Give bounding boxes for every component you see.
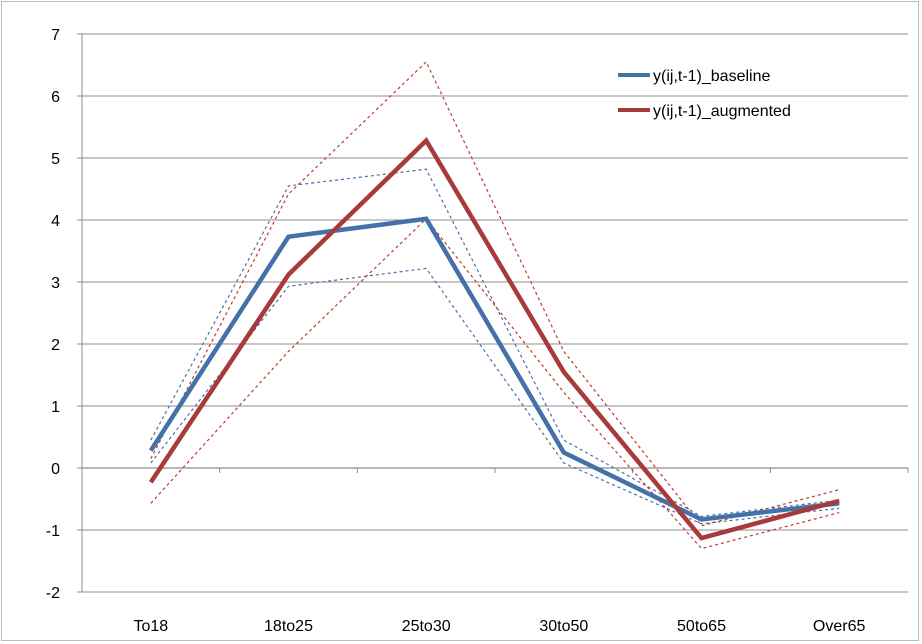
y-tick-label: 5	[51, 151, 60, 168]
y-tick-label: 4	[51, 213, 60, 230]
y-tick-labels: -2 -1 0 1 2 3 4 5 6 7	[46, 27, 60, 602]
gridlines	[82, 33, 908, 593]
x-tick-label: To18	[133, 618, 168, 635]
confidence-band-line	[150, 168, 840, 518]
y-tick-label: 0	[51, 461, 60, 478]
y-tick-label: -2	[46, 585, 60, 602]
series-line-baseline	[148, 216, 840, 522]
x-tick-label: Over65	[813, 618, 866, 635]
y-tick-label: 3	[51, 275, 60, 292]
series-line-augmented	[148, 136, 840, 541]
y-tick-label: 6	[51, 89, 60, 106]
y-tick-label: -1	[46, 523, 60, 540]
series-lines	[148, 60, 840, 550]
legend-label-baseline: y(ij,t-1)_baseline	[653, 68, 770, 85]
confidence-band-line	[150, 217, 840, 550]
confidence-band-line	[150, 267, 840, 525]
axes	[77, 33, 909, 593]
y-tick-label: 7	[51, 27, 60, 44]
x-tick-label: 25to30	[402, 618, 451, 635]
x-tick-label: 30to50	[539, 618, 588, 635]
legend: y(ij,t-1)_baseline y(ij,t-1)_augmented	[618, 68, 791, 120]
y-tick-label: 2	[51, 337, 60, 354]
legend-label-augmented: y(ij,t-1)_augmented	[653, 103, 791, 120]
x-tick-label: 50to65	[677, 618, 726, 635]
x-tick-labels: To18 18to25 25to30 30to50 50to65 Over65	[133, 618, 865, 635]
y-tick-label: 1	[51, 399, 60, 416]
confidence-band-line	[150, 60, 840, 527]
x-tick-label: 18to25	[264, 618, 313, 635]
